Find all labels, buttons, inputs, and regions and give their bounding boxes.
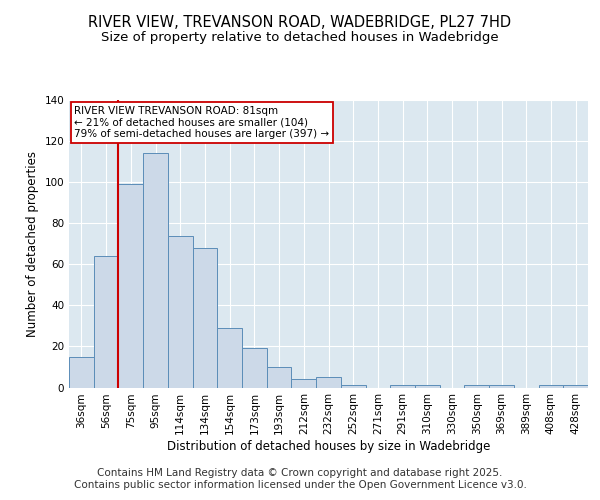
Text: Size of property relative to detached houses in Wadebridge: Size of property relative to detached ho…: [101, 31, 499, 44]
Text: RIVER VIEW, TREVANSON ROAD, WADEBRIDGE, PL27 7HD: RIVER VIEW, TREVANSON ROAD, WADEBRIDGE, …: [88, 15, 512, 30]
Bar: [168, 236, 193, 388]
X-axis label: Distribution of detached houses by size in Wadebridge: Distribution of detached houses by size …: [167, 440, 490, 453]
Bar: [464, 386, 489, 388]
Bar: [292, 380, 316, 388]
Bar: [267, 367, 292, 388]
Bar: [217, 328, 242, 388]
Bar: [143, 154, 168, 388]
Bar: [193, 248, 217, 388]
Bar: [94, 256, 118, 388]
Bar: [415, 386, 440, 388]
Bar: [316, 377, 341, 388]
Bar: [563, 386, 588, 388]
Text: Contains public sector information licensed under the Open Government Licence v3: Contains public sector information licen…: [74, 480, 526, 490]
Bar: [118, 184, 143, 388]
Bar: [489, 386, 514, 388]
Bar: [390, 386, 415, 388]
Bar: [341, 386, 365, 388]
Bar: [69, 356, 94, 388]
Bar: [242, 348, 267, 388]
Y-axis label: Number of detached properties: Number of detached properties: [26, 151, 39, 337]
Text: RIVER VIEW TREVANSON ROAD: 81sqm
← 21% of detached houses are smaller (104)
79% : RIVER VIEW TREVANSON ROAD: 81sqm ← 21% o…: [74, 106, 329, 139]
Bar: [539, 386, 563, 388]
Text: Contains HM Land Registry data © Crown copyright and database right 2025.: Contains HM Land Registry data © Crown c…: [97, 468, 503, 477]
